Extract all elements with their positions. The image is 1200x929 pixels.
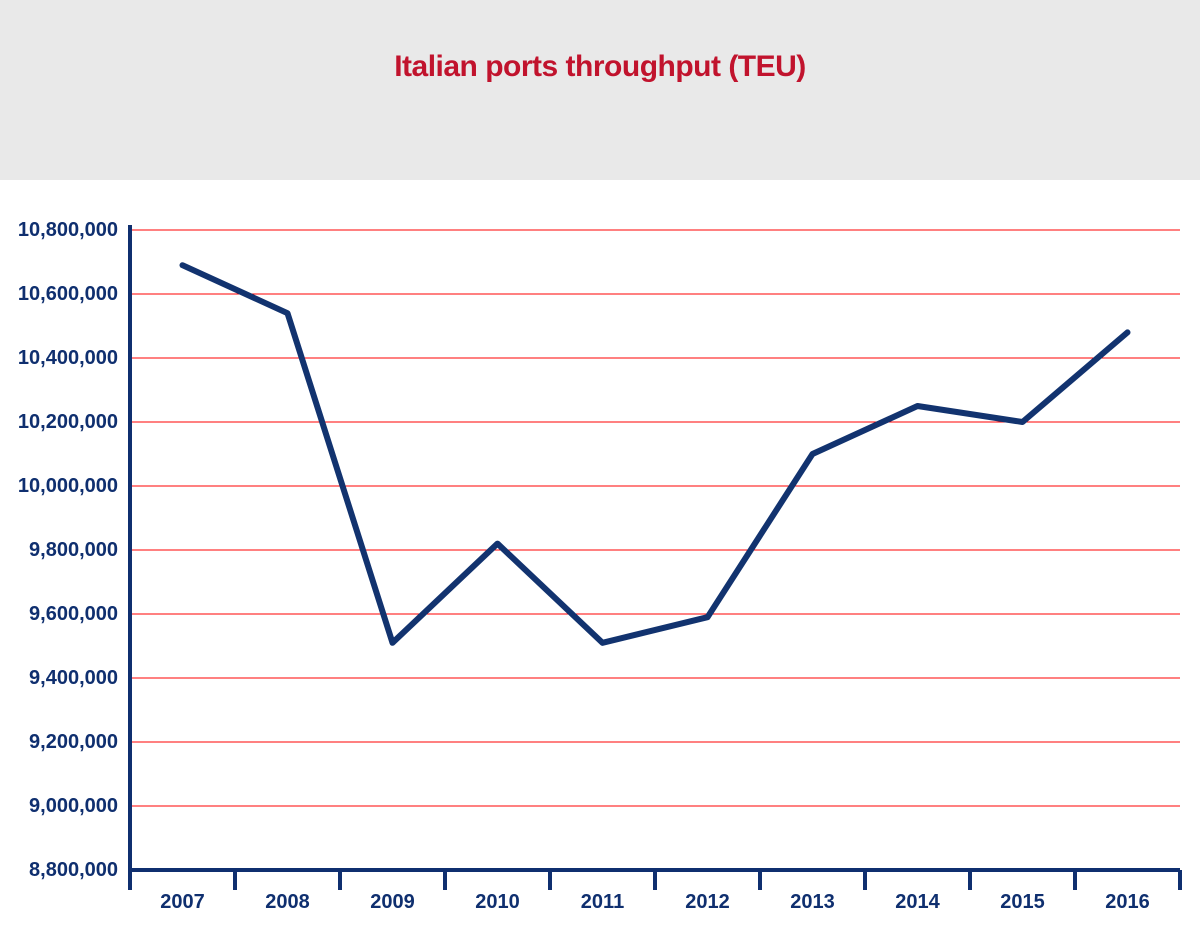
x-axis-label: 2008 bbox=[265, 891, 310, 913]
x-axis-label: 2007 bbox=[160, 891, 205, 913]
y-axis-label: 10,000,000 bbox=[18, 475, 118, 497]
line-chart-svg: 8,800,000 9,000,000 9,200,000 9,400,000 9,60… bbox=[0, 180, 1200, 929]
x-axis-label: 2009 bbox=[370, 891, 415, 913]
x-axis-label: 2016 bbox=[1105, 891, 1150, 913]
y-axis-label: 10,400,000 bbox=[18, 347, 118, 369]
x-axis-label: 2014 bbox=[895, 891, 940, 913]
x-axis-label: 2011 bbox=[581, 891, 624, 913]
y-axis-label: 8,800,000 bbox=[29, 859, 118, 881]
x-axis-label: 2013 bbox=[790, 891, 835, 913]
y-axis-label: 9,400,000 bbox=[29, 667, 118, 689]
data-line bbox=[183, 265, 1128, 643]
y-axis-label: 9,800,000 bbox=[29, 539, 118, 561]
chart-plot-area: 8,800,000 9,000,000 9,200,000 9,400,000 9,60… bbox=[0, 180, 1200, 929]
x-axis-label: 2012 bbox=[685, 891, 730, 913]
chart-header: Italian ports throughput (TEU) bbox=[0, 0, 1200, 180]
x-axis-label: 2010 bbox=[475, 891, 520, 913]
y-axis-label: 10,200,000 bbox=[18, 411, 118, 433]
chart-title: Italian ports throughput (TEU) bbox=[394, 50, 806, 84]
y-axis-label: 10,800,000 bbox=[18, 219, 118, 241]
y-axis-label: 9,600,000 bbox=[29, 603, 118, 625]
x-axis-label: 2015 bbox=[1000, 891, 1045, 913]
y-axis-label: 9,200,000 bbox=[29, 731, 118, 753]
y-axis-label: 9,000,000 bbox=[29, 795, 118, 817]
y-axis-label: 10,600,000 bbox=[18, 283, 118, 305]
